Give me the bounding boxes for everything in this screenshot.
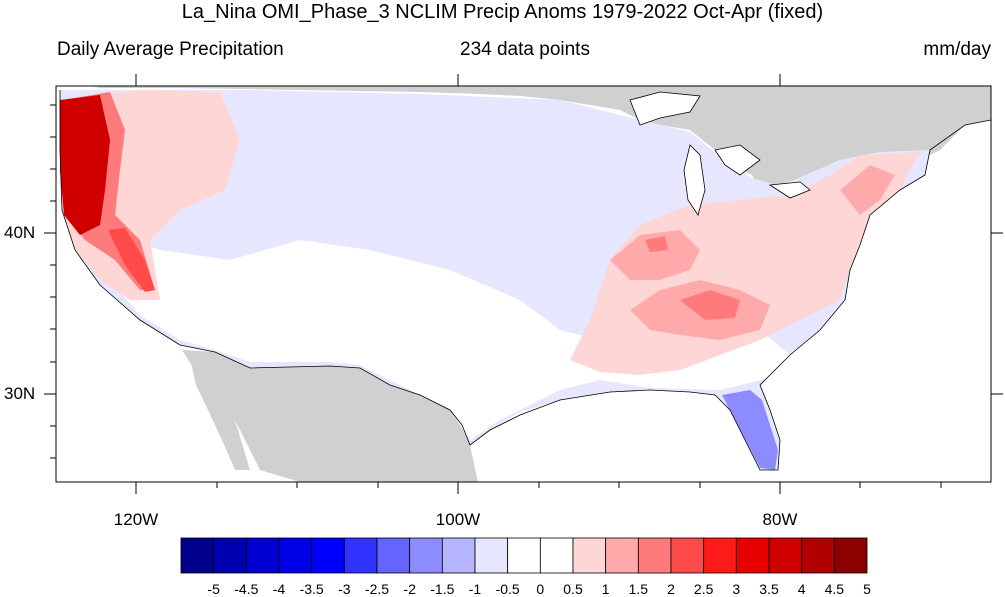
- colorbar-swatch: [278, 537, 313, 574]
- colorbar-swatch: [572, 537, 607, 574]
- subtitle-count: 234 data points: [460, 39, 590, 60]
- canada-region: [90, 86, 991, 190]
- map-frame: [55, 85, 992, 483]
- colorbar-swatch: [768, 537, 803, 574]
- colorbar-tick-label: -4: [272, 581, 286, 597]
- colorbar-swatch: [670, 537, 705, 574]
- map-title: La_Nina OMI_Phase_3 NCLIM Precip Anoms 1…: [181, 1, 824, 23]
- colorbar-tick-label: 1.5: [628, 581, 649, 597]
- colorbar-tick-label: -1: [468, 581, 482, 597]
- lat-label-30n: 30N: [4, 384, 36, 403]
- colorbar-swatch: [801, 537, 835, 574]
- colorbar-tick-label: -3: [338, 581, 351, 597]
- colorbar-swatch: [441, 537, 476, 574]
- map-plot-area: [56, 86, 991, 482]
- colorbar-swatch: [637, 537, 672, 574]
- florida-negative-anomaly: [722, 390, 778, 470]
- colorbar-tick-label: -2: [403, 581, 416, 597]
- colorbar-tick-label: 0.5: [563, 581, 583, 597]
- baja-region: [190, 358, 250, 470]
- coastline: [59, 90, 991, 471]
- colorbar-swatch: [213, 537, 247, 574]
- colorbar-swatch: [245, 537, 280, 574]
- colorbar-tick-label: 2.5: [693, 581, 714, 597]
- gulf-of-mexico: [470, 390, 780, 482]
- colorbar-swatch: [507, 537, 541, 574]
- colorbar-tick-label: 4.5: [824, 581, 845, 597]
- colorbar-swatch: [703, 537, 737, 574]
- east-moderate-anomaly: [610, 165, 895, 340]
- colorbar-tick-label: 3.5: [759, 581, 779, 597]
- colorbar-swatch: [376, 537, 411, 574]
- colorbar-tick-label: -2.5: [364, 581, 390, 597]
- colorbar-swatch: [605, 537, 639, 574]
- colorbar: [180, 537, 868, 574]
- lon-label-100w: 100W: [435, 510, 481, 529]
- colorbar-tick-label: 1: [601, 581, 610, 597]
- colorbar-tick-label: -4.5: [234, 581, 259, 597]
- subtitle-units: mm/day: [923, 39, 991, 60]
- mexico-region: [182, 350, 478, 482]
- colorbar-tick-label: 2: [667, 581, 675, 597]
- colorbar-tick-label: -5: [207, 581, 220, 597]
- lon-label-80w: 80W: [762, 510, 798, 529]
- sierra-anomaly: [108, 228, 155, 292]
- colorbar-swatch: [474, 537, 509, 574]
- colorbar-swatch: [409, 537, 443, 574]
- colorbar-swatch: [735, 537, 770, 574]
- westcoast-strong-anomaly: [60, 95, 110, 235]
- east-strong-anomaly: [645, 236, 740, 320]
- axis-ticks: [44, 74, 1003, 494]
- colorbar-tick-label: 3: [732, 581, 741, 597]
- lat-label-40n: 40N: [4, 223, 36, 242]
- colorbar-tick-label: -3.5: [299, 581, 324, 597]
- colorbar-tick-label: -1.5: [430, 581, 455, 597]
- colorbar-tick-label: 4: [797, 581, 806, 597]
- great-lakes-outline: [629, 91, 811, 216]
- colorbar-tick-label: -0.5: [495, 581, 520, 597]
- colorbar-tick-label: 0: [536, 581, 545, 597]
- lon-label-120w: 120W: [113, 510, 159, 529]
- colorbar-tick-label: 5: [863, 581, 871, 597]
- colorbar-swatch: [311, 537, 345, 574]
- colorbar-swatch: [343, 537, 378, 574]
- neutral-region: [100, 230, 790, 440]
- colorbar-swatch: [539, 537, 574, 574]
- colorbar-swatch: [833, 537, 868, 574]
- colorbar-swatch: [180, 537, 215, 574]
- subtitle-variable: Daily Average Precipitation: [57, 39, 284, 60]
